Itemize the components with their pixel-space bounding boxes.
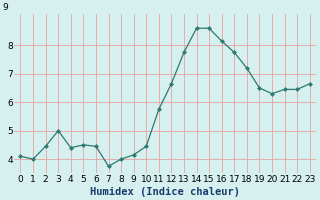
X-axis label: Humidex (Indice chaleur): Humidex (Indice chaleur)	[90, 186, 240, 197]
Text: 9: 9	[2, 3, 8, 12]
